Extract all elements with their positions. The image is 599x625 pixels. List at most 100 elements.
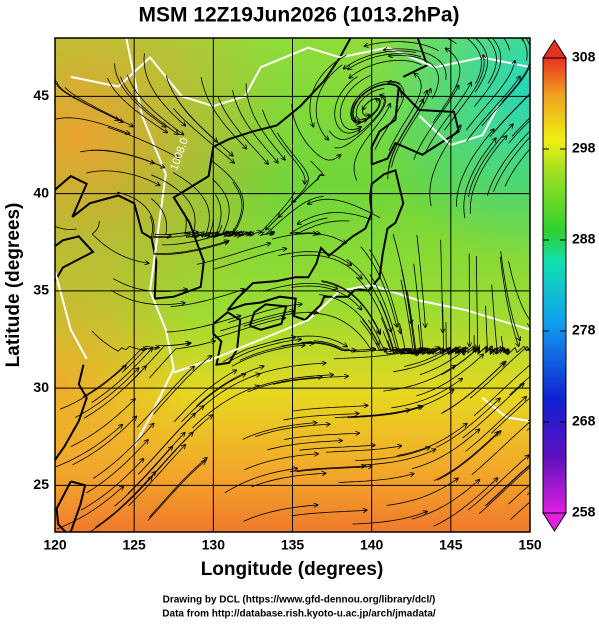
streamline: [474, 38, 502, 107]
streamline: [242, 423, 317, 440]
streamline: [339, 75, 371, 129]
streamline: [361, 449, 436, 466]
streamline: [508, 261, 530, 321]
streamline: [147, 461, 206, 521]
streamline: [308, 198, 381, 219]
streamline: [383, 366, 455, 392]
streamline: [196, 366, 263, 407]
streamline: [262, 109, 306, 184]
streamline: [83, 366, 146, 419]
coastline: [226, 168, 405, 322]
grid: [55, 38, 530, 532]
streamline: [296, 466, 372, 473]
colorbar-tick-label: 288: [572, 231, 596, 247]
streamline: [463, 138, 496, 219]
streamline: [521, 38, 528, 61]
streamline: [251, 363, 325, 378]
streamline: [265, 196, 324, 234]
coastline: [55, 38, 352, 300]
streamline: [117, 191, 171, 236]
streamline: [474, 38, 488, 93]
y-tick-label: 35: [33, 282, 49, 298]
streamline: [437, 431, 501, 481]
streamline: [291, 285, 361, 310]
x-tick-label: 135: [281, 537, 305, 553]
streamline: [251, 473, 325, 488]
streamline: [486, 38, 497, 84]
streamline: [82, 349, 146, 398]
streamline: [389, 56, 440, 99]
x-axis-label: Longitude (degrees): [201, 559, 384, 580]
streamline: [211, 160, 244, 233]
frame: [54, 37, 531, 533]
streamline: [149, 341, 215, 379]
streamline: [440, 239, 443, 332]
streamline: [440, 363, 504, 415]
streamline: [436, 398, 500, 448]
streamline: [369, 249, 400, 333]
streamline: [90, 149, 165, 168]
streamline: [411, 480, 480, 520]
streamline: [91, 330, 159, 352]
streamline: [243, 312, 318, 327]
title: MSM 12Z19Jun2026 (1013.2hPa): [139, 4, 460, 27]
streamline: [262, 283, 337, 292]
x-tick-label: 125: [122, 537, 146, 553]
x-tick-label: 130: [202, 537, 226, 553]
streamline: [467, 124, 513, 198]
streamline: [59, 366, 126, 410]
streamline: [466, 38, 482, 84]
streamline: [344, 50, 417, 69]
streamline: [350, 80, 401, 123]
streamline: [273, 376, 348, 385]
streamline: [247, 377, 322, 393]
streamline: [291, 254, 361, 279]
streamline: [411, 429, 480, 470]
streamline: [433, 478, 498, 527]
streamline: [95, 472, 155, 528]
y-tick-label: 40: [33, 184, 49, 200]
streamline: [326, 446, 401, 453]
streamline: [228, 339, 302, 363]
credit: Drawing by DCL (https://www.gfd-dennou.o…: [163, 595, 436, 606]
streamline: [55, 225, 77, 230]
coastline: [212, 310, 242, 366]
colorbar-body: [542, 57, 567, 514]
streamline: [137, 414, 195, 475]
colorbar-tick-label: 298: [572, 140, 596, 156]
streamline: [384, 49, 447, 80]
streamline: [192, 386, 258, 429]
coastline: [55, 364, 88, 461]
streamline: [92, 424, 154, 479]
streamline: [114, 447, 173, 507]
streamline: [393, 346, 460, 373]
streamline: [289, 466, 365, 473]
streamline: [360, 320, 416, 355]
colorbar-tick-label: 278: [572, 322, 596, 338]
streamline: [465, 61, 515, 131]
streamline: [462, 384, 524, 439]
streamline: [365, 41, 439, 52]
streamline: [56, 486, 123, 530]
streamline: [196, 243, 270, 265]
streamline: [276, 132, 310, 203]
streamline: [328, 96, 384, 140]
streamline: [75, 368, 138, 418]
streamline: [64, 87, 133, 126]
streamline: [396, 424, 467, 456]
streamline: [273, 335, 347, 347]
streamline: [456, 129, 494, 207]
streamline: [466, 76, 521, 142]
coastline: [370, 86, 460, 166]
streamline: [172, 172, 210, 237]
streamline: [321, 280, 380, 333]
colorbar-extend: [542, 39, 567, 59]
streamline: [429, 125, 461, 207]
streamline: [493, 136, 530, 193]
streamline: [107, 126, 179, 158]
streamline: [334, 95, 387, 149]
streamline: [391, 89, 431, 168]
streamline: [491, 284, 510, 354]
coastlines: [55, 38, 460, 532]
